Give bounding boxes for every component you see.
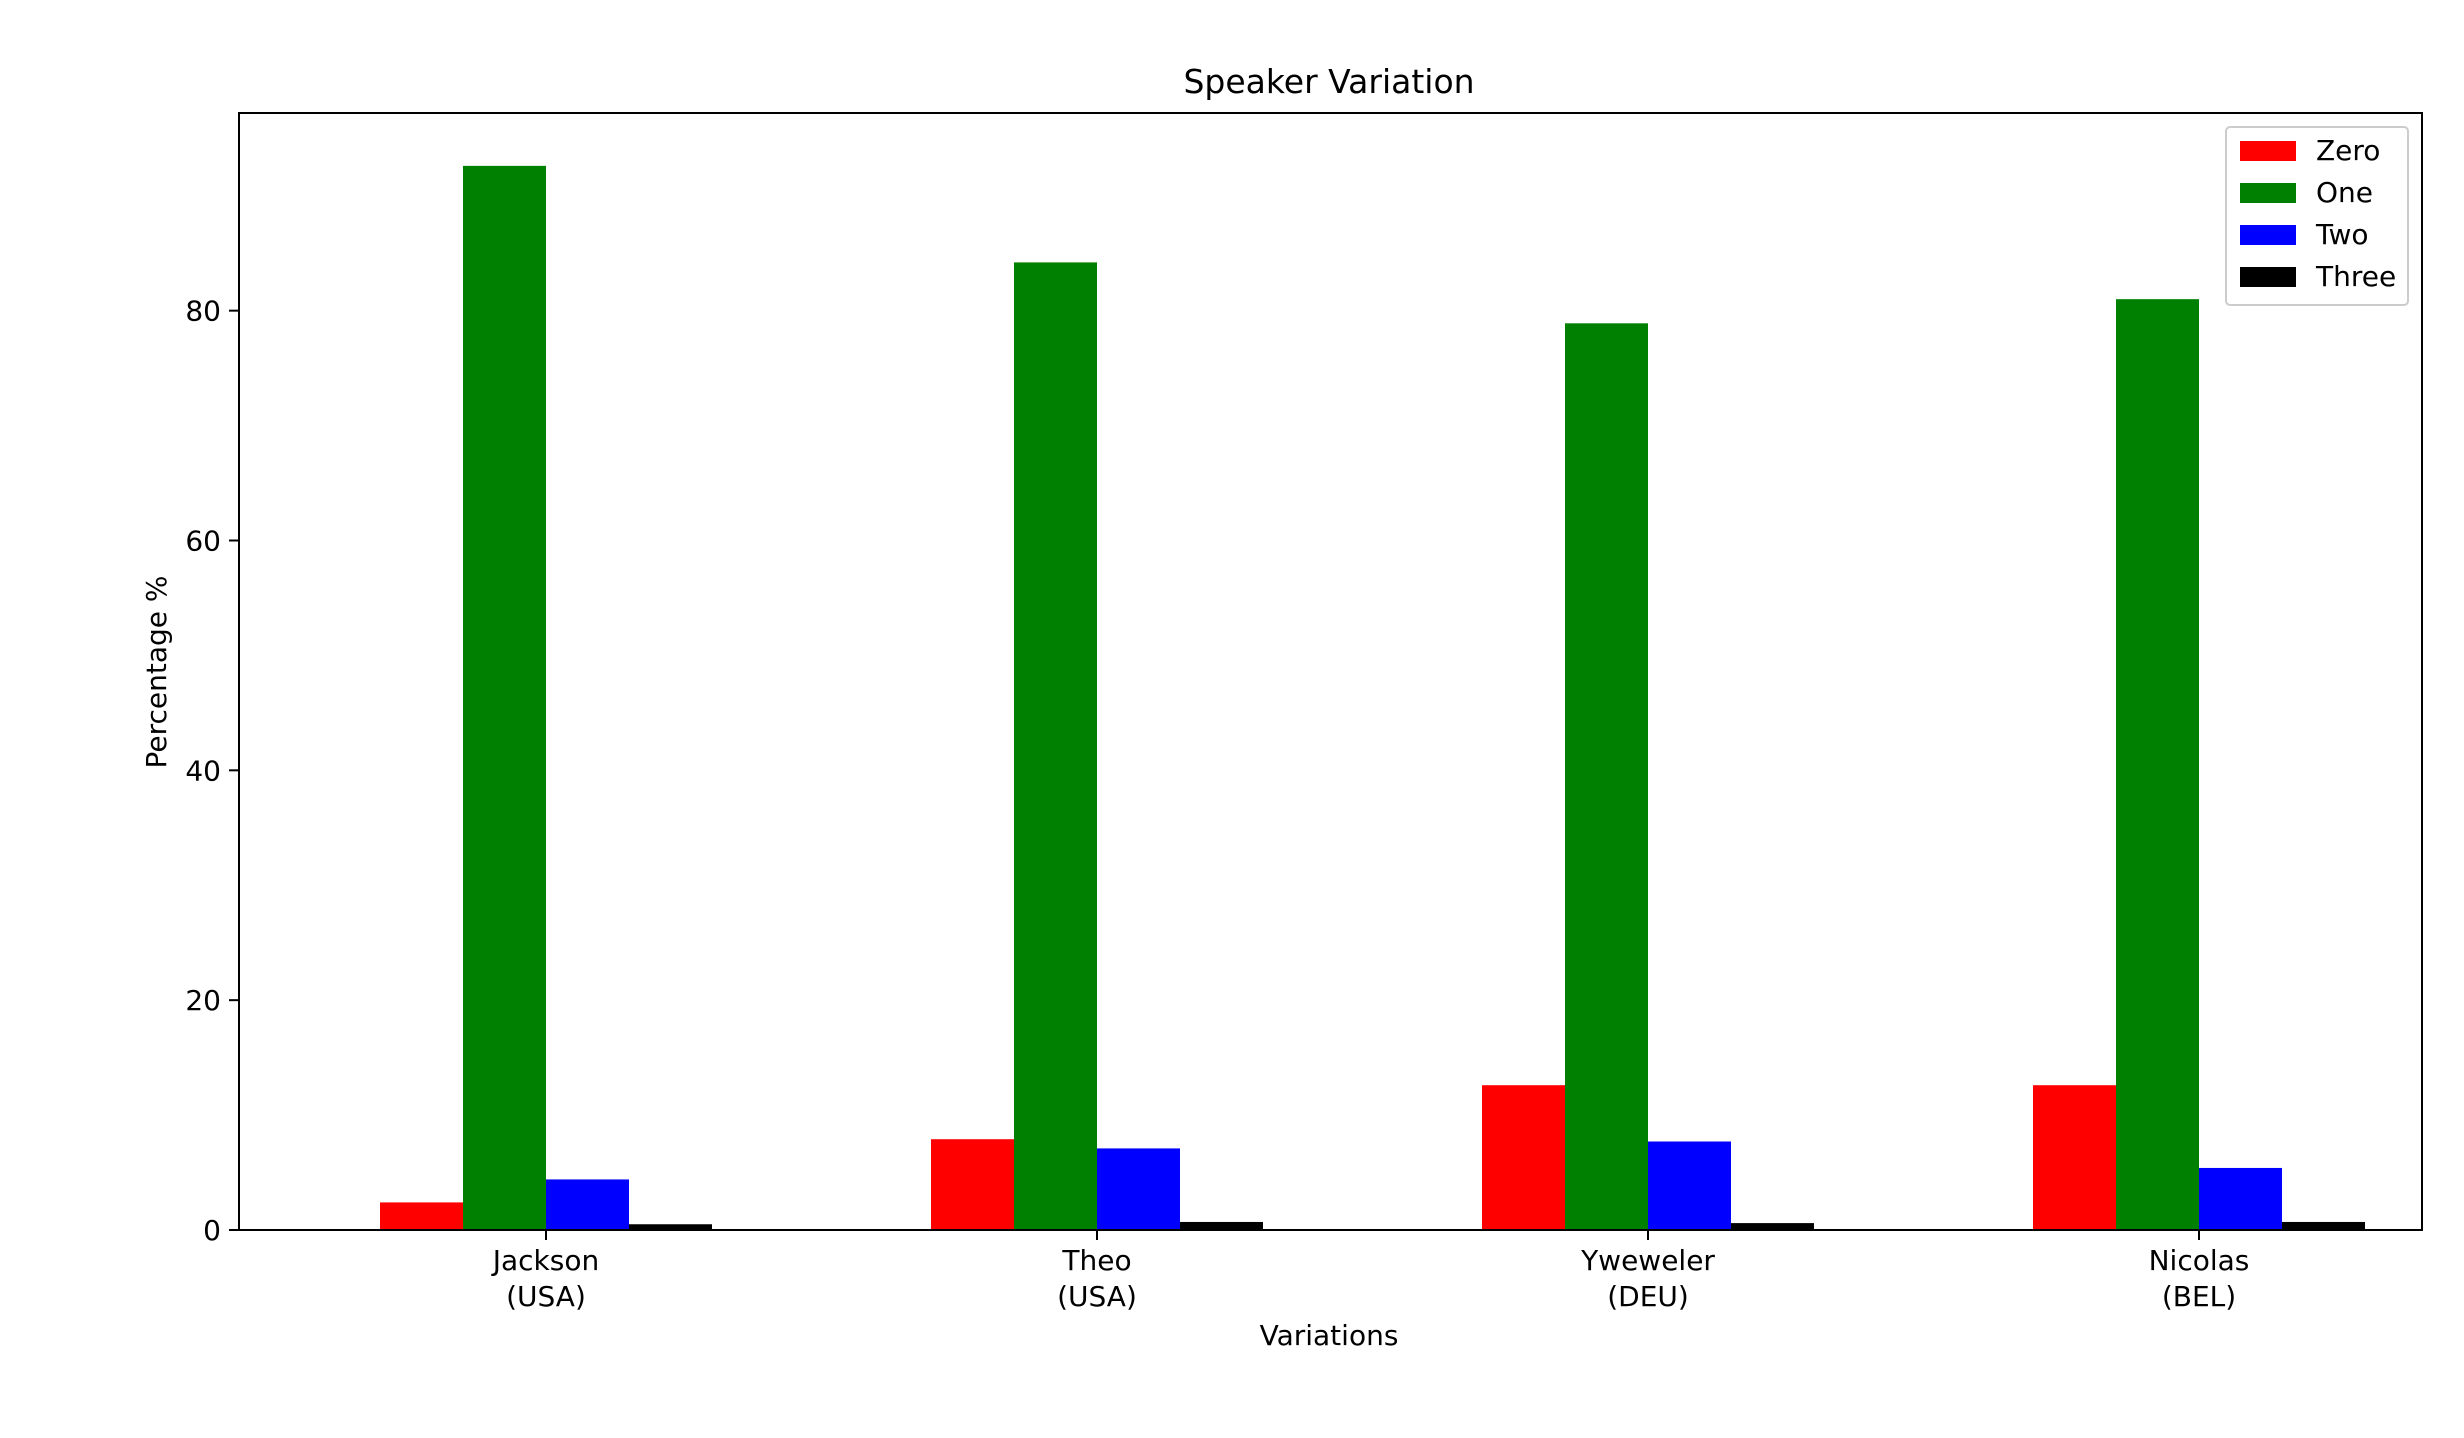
x-axis: Jackson(USA)Theo(USA)Yweweler(DEU)Nicola…	[491, 1230, 2250, 1313]
y-axis: 0 20 40 60 80	[185, 295, 239, 1247]
x-tick-label: Jackson	[491, 1244, 600, 1277]
y-tick-label: 40	[185, 754, 221, 787]
bar-two-0	[546, 1179, 629, 1230]
bars-group	[380, 165, 2365, 1231]
legend-swatch-two	[2240, 225, 2296, 245]
legend-swatch-zero	[2240, 141, 2296, 161]
legend-swatch-one	[2240, 183, 2296, 203]
x-tick-label: Nicolas	[2149, 1244, 2250, 1277]
legend-label-zero: Zero	[2316, 134, 2380, 167]
bar-one-2	[1565, 323, 1648, 1230]
bar-one-0	[463, 165, 546, 1230]
bar-two-1	[1097, 1148, 1180, 1230]
bar-zero-1	[931, 1139, 1014, 1230]
y-tick-label: 60	[185, 524, 221, 557]
bar-three-0	[629, 1224, 712, 1230]
x-tick-sublabel: (DEU)	[1607, 1280, 1689, 1313]
bar-zero-2	[1482, 1085, 1565, 1230]
bar-three-3	[2282, 1221, 2365, 1230]
legend-label-three: Three	[2315, 260, 2396, 293]
bar-three-1	[1180, 1221, 1263, 1230]
legend-frame	[2225, 126, 2409, 306]
bar-three-2	[1731, 1223, 1814, 1230]
x-tick-label: Yweweler	[1580, 1244, 1715, 1277]
legend-label-one: One	[2316, 176, 2373, 209]
x-tick-sublabel: (BEL)	[2162, 1280, 2236, 1313]
y-tick-label: 0	[203, 1214, 221, 1247]
y-axis-label: Percentage %	[140, 575, 173, 768]
legend-swatch-three	[2240, 267, 2296, 287]
bar-one-1	[1014, 262, 1097, 1230]
y-tick-label: 20	[185, 984, 221, 1017]
bar-zero-0	[380, 1202, 463, 1230]
legend: Zero One Two Three	[2225, 126, 2409, 306]
x-tick-sublabel: (USA)	[1057, 1280, 1137, 1313]
bar-two-3	[2199, 1167, 2282, 1230]
chart-title: Speaker Variation	[1183, 62, 1474, 101]
y-tick-label: 80	[185, 295, 221, 328]
x-axis-label: Variations	[1260, 1319, 1399, 1352]
x-tick-sublabel: (USA)	[506, 1280, 586, 1313]
bar-two-2	[1648, 1141, 1731, 1230]
bar-one-3	[2116, 299, 2199, 1231]
bar-zero-3	[2033, 1085, 2116, 1230]
plot-frame	[238, 112, 2423, 1231]
legend-label-two: Two	[2315, 218, 2369, 251]
x-tick-label: Theo	[1061, 1244, 1131, 1277]
